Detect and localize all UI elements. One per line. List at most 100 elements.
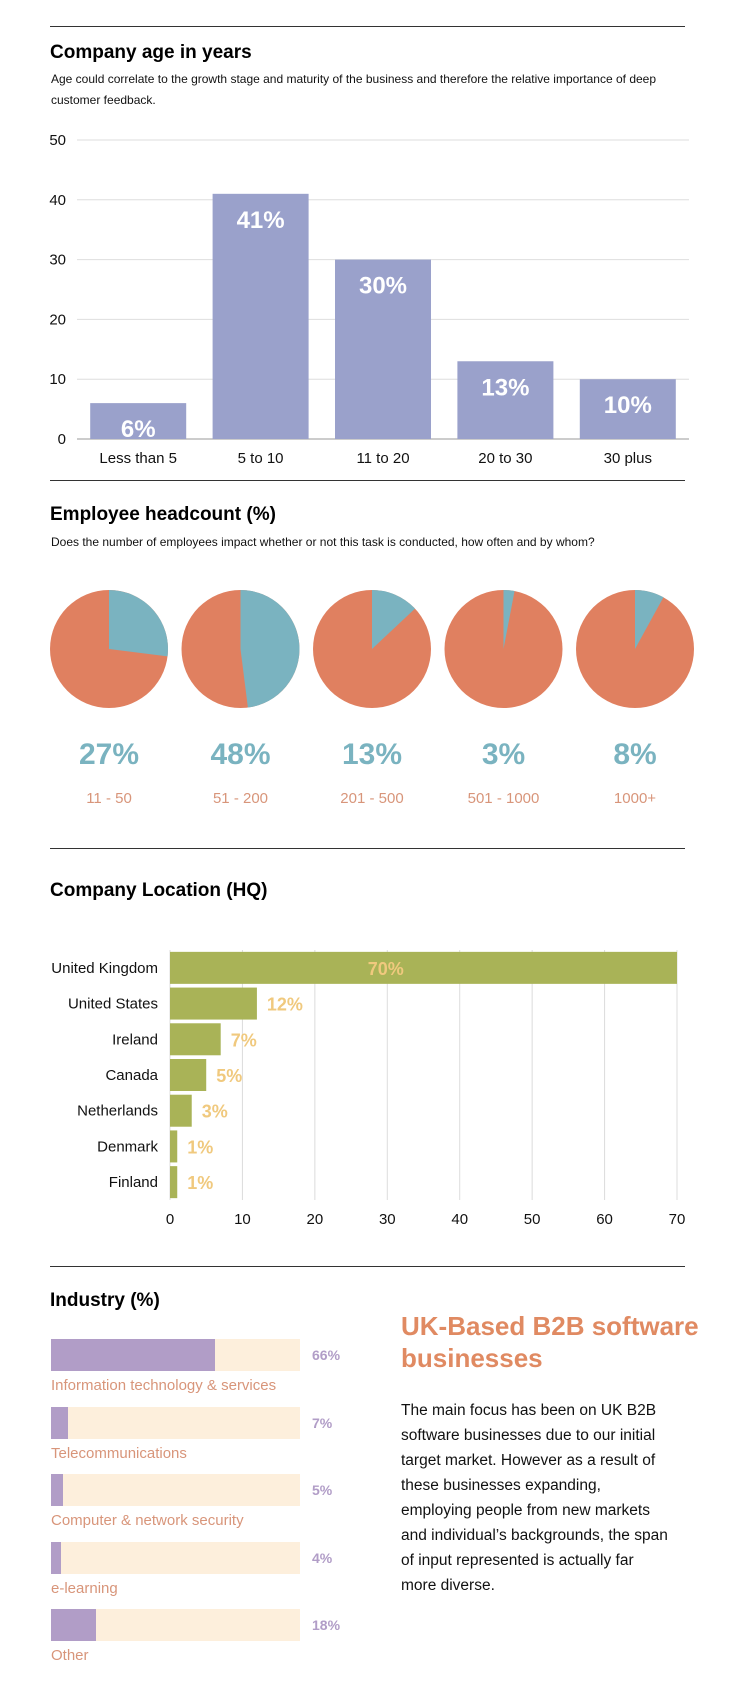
age-bar	[457, 361, 554, 439]
location-x-tick-label: 10	[234, 1211, 251, 1228]
headcount-pie-percentage: 13%	[341, 738, 403, 771]
industry-bar-track	[51, 1406, 300, 1439]
industry-bar-track	[51, 1339, 300, 1371]
headcount-pie-slice	[503, 590, 515, 649]
headcount-pie-percentage: 48%	[210, 738, 271, 771]
industry-bar	[51, 1609, 96, 1641]
sidebar-title: UK-Based B2B software businesses	[401, 1311, 699, 1373]
headcount-pie-category: 501 - 1000	[467, 790, 540, 807]
industry-bar-track	[51, 1474, 300, 1506]
location-bar	[170, 1059, 207, 1091]
age-bar	[90, 403, 187, 439]
location-y-tick-label: Netherlands	[77, 1103, 158, 1120]
location-bar-chart: 0 10 20 30 40 50 60 70 United Kingdom 70% United S…	[51, 950, 686, 1228]
industry-bar	[51, 1339, 216, 1371]
headcount-pie-category: 201 - 500	[340, 790, 404, 807]
industry-title: Industry (%)	[50, 1290, 160, 1311]
location-bar	[170, 1130, 178, 1163]
age-bar-data-label: 13%	[481, 374, 529, 401]
age-description: Age could correlate to the growth stage …	[51, 72, 657, 107]
age-bar-data-label: 10%	[604, 392, 652, 419]
headcount-pie-percentage: 27%	[78, 738, 140, 771]
location-x-tick-label: 50	[524, 1211, 541, 1228]
age-bar-data-label: 41%	[237, 207, 285, 234]
headcount-pie-category: 51 - 200	[212, 790, 269, 807]
age-bar	[335, 259, 431, 439]
age-y-tick-label: 10	[49, 371, 66, 388]
location-y-tick-label: Canada	[105, 1067, 158, 1084]
location-title: Company Location (HQ)	[50, 880, 268, 901]
location-y-tick-label: United Kingdom	[51, 960, 158, 977]
age-y-tick-label: 0	[58, 431, 66, 448]
age-y-tick-label: 30	[49, 252, 66, 269]
headcount-pie-charts	[50, 590, 694, 708]
industry-bar-data-label: 4%	[312, 1549, 333, 1566]
age-x-tick-label: 5 to 10	[238, 450, 284, 467]
industry-category-label: Other	[51, 1647, 89, 1664]
age-bar-data-label: 30%	[359, 273, 407, 300]
divider-industry	[50, 1266, 685, 1267]
industry-bar-data-label: 66%	[312, 1347, 341, 1363]
industry-category-label: Information technology & services	[51, 1377, 277, 1394]
headcount-description: Does the number of employees impact whet…	[51, 535, 595, 549]
industry-category-label: Computer & network security	[51, 1512, 244, 1529]
location-bar	[170, 987, 257, 1020]
location-bar	[170, 1094, 192, 1127]
headcount-pie-slice	[109, 590, 169, 657]
location-x-tick-label: 40	[451, 1211, 468, 1228]
location-bar-data-label: 1%	[187, 1137, 213, 1157]
headcount-pie-category: 1000+	[613, 790, 657, 807]
industry-category-label: Telecommunications	[51, 1444, 187, 1462]
location-bar-data-label: 5%	[216, 1066, 242, 1086]
industry-bar-data-label: 5%	[312, 1482, 333, 1498]
industry-category-label: e-learning	[51, 1579, 118, 1597]
location-x-tick-label: 30	[379, 1211, 396, 1228]
headcount-title: Employee headcount (%)	[50, 504, 276, 525]
age-bar-data-label: 6%	[121, 416, 156, 443]
location-bar-data-label: 12%	[267, 995, 303, 1015]
location-y-tick-label: Ireland	[112, 1031, 158, 1048]
location-x-tick-label: 20	[307, 1211, 324, 1228]
age-x-tick-label: 30 plus	[604, 450, 652, 467]
industry-bar	[51, 1474, 64, 1506]
headcount-pie-slice	[372, 590, 416, 649]
headcount-pie-percentage: 3%	[481, 738, 526, 771]
industry-bar-track	[51, 1609, 300, 1641]
location-bar	[170, 1023, 221, 1056]
location-bar	[170, 951, 677, 984]
industry-bar	[51, 1406, 69, 1439]
divider-location	[50, 848, 685, 849]
divider-headcount	[50, 480, 685, 481]
age-x-tick-label: 20 to 30	[478, 450, 532, 467]
age-bar	[579, 379, 676, 439]
location-y-tick-label: Denmark	[97, 1138, 158, 1155]
location-bar-data-label: 70%	[368, 959, 404, 979]
age-y-tick-label: 40	[49, 192, 66, 209]
divider-top	[50, 26, 685, 27]
location-x-tick-label: 70	[669, 1211, 686, 1228]
location-bar-data-label: 7%	[231, 1030, 257, 1050]
sidebar-body: The main focus has been on UK B2B softwa…	[401, 1402, 668, 1594]
industry-bar-data-label: 18%	[312, 1617, 341, 1633]
location-bar-data-label: 3%	[202, 1102, 228, 1122]
headcount-pie-percentage: 8%	[613, 738, 657, 771]
headcount-pie-slice	[635, 590, 664, 649]
age-x-tick-label: Less than 5	[99, 450, 177, 467]
location-y-tick-label: Finland	[109, 1174, 158, 1191]
industry-bar-track	[51, 1541, 300, 1574]
location-y-tick-label: United States	[68, 996, 158, 1013]
age-y-tick-label: 50	[49, 132, 66, 149]
age-bar	[212, 193, 309, 439]
headcount-pie-slice	[240, 590, 300, 708]
industry-bar-data-label: 7%	[312, 1414, 333, 1431]
location-x-tick-label: 0	[166, 1211, 174, 1228]
age-bar-chart: 0 10 20 30 40 50 6% Less than 5 41% 5 to 10 30% 11 …	[49, 132, 689, 467]
age-title: Company age in years	[50, 42, 252, 63]
headcount-pie-category: 11 - 50	[86, 790, 132, 807]
location-bar-data-label: 1%	[187, 1173, 213, 1193]
industry-bar	[51, 1541, 61, 1574]
age-y-tick-label: 20	[49, 311, 66, 328]
age-x-tick-label: 11 to 20	[356, 450, 409, 467]
location-x-tick-label: 60	[596, 1211, 613, 1228]
location-bar	[170, 1166, 178, 1199]
